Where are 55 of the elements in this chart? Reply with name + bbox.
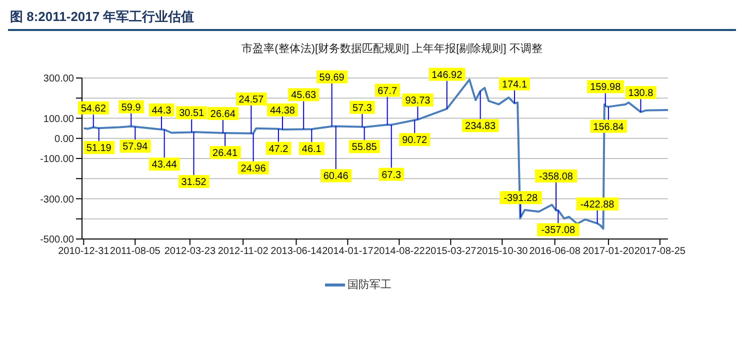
data-label: 130.8 xyxy=(628,88,654,100)
data-label: 54.62 xyxy=(80,103,106,114)
chart-title: 图 8:2011-2017 年军工行业估值 xyxy=(8,8,736,31)
data-label: 60.46 xyxy=(323,171,349,182)
x-tick-label: 2012-03-23 xyxy=(164,246,216,258)
data-label: 46.1 xyxy=(302,144,322,156)
data-label: 45.63 xyxy=(291,90,317,102)
data-label: 55.85 xyxy=(352,142,378,154)
x-tick-label: 2014-08-22 xyxy=(374,246,426,258)
x-tick-label: 2017-01-20 xyxy=(582,246,634,258)
y-tick-label: -300.00 xyxy=(40,194,74,206)
data-label: 51.19 xyxy=(86,143,112,154)
y-tick-label: -100.00 xyxy=(40,154,74,166)
data-label: 31.52 xyxy=(181,177,207,188)
data-label: 174.1 xyxy=(502,79,528,90)
y-tick-label: -500.00 xyxy=(40,234,74,246)
data-label: -358.08 xyxy=(539,171,574,182)
y-tick-label: 300.00 xyxy=(43,74,74,85)
x-tick-label: 2013-06-14 xyxy=(270,246,322,258)
data-label: 93.73 xyxy=(405,96,431,107)
x-tick-label: 2012-11-02 xyxy=(218,246,269,258)
x-tick-label: 2011-08-05 xyxy=(110,246,161,258)
data-label: 156.84 xyxy=(593,122,624,133)
data-label: 30.51 xyxy=(179,108,205,120)
data-label: -357.08 xyxy=(541,225,576,236)
data-label: 26.41 xyxy=(212,148,238,160)
x-tick-label: 2016-06-08 xyxy=(529,246,581,258)
x-tick-label: 2014-01-17 xyxy=(322,246,374,258)
data-label: 47.2 xyxy=(268,144,289,155)
data-label: 57.3 xyxy=(352,102,372,114)
chart-subtitle: 市盈率(整体法)[财务数据匹配规则] 上年年报[剔除规则] 不调整 xyxy=(240,42,544,56)
data-label: 67.7 xyxy=(378,86,398,97)
data-label: 57.94 xyxy=(122,142,148,153)
x-tick-label: 2015-03-27 xyxy=(425,246,477,258)
data-label: 234.83 xyxy=(465,121,496,132)
data-label: 43.44 xyxy=(152,160,178,171)
x-tick-label: 2010-12-31 xyxy=(58,246,110,258)
data-label: 24.96 xyxy=(240,163,266,174)
data-label: 24.57 xyxy=(238,94,264,106)
legend-label: 国防军工 xyxy=(348,278,392,292)
y-tick-label: 0.00 xyxy=(54,134,74,145)
data-label: 146.92 xyxy=(432,70,463,81)
x-tick-label: 2017-08-25 xyxy=(634,246,686,258)
data-label: 90.72 xyxy=(402,135,428,146)
data-label: 67.3 xyxy=(382,170,402,181)
data-label: 59.69 xyxy=(319,72,345,84)
data-label: 159.98 xyxy=(590,82,622,94)
data-label: 44.38 xyxy=(270,105,296,116)
data-label: 44.3 xyxy=(152,105,172,116)
data-label: 59.9 xyxy=(121,102,142,114)
y-tick-label: 100.00 xyxy=(43,114,74,125)
data-label: -391.28 xyxy=(504,193,538,204)
data-label: -422.88 xyxy=(580,199,615,210)
data-label: 26.64 xyxy=(210,109,236,120)
x-tick-label: 2015-10-30 xyxy=(476,246,528,258)
